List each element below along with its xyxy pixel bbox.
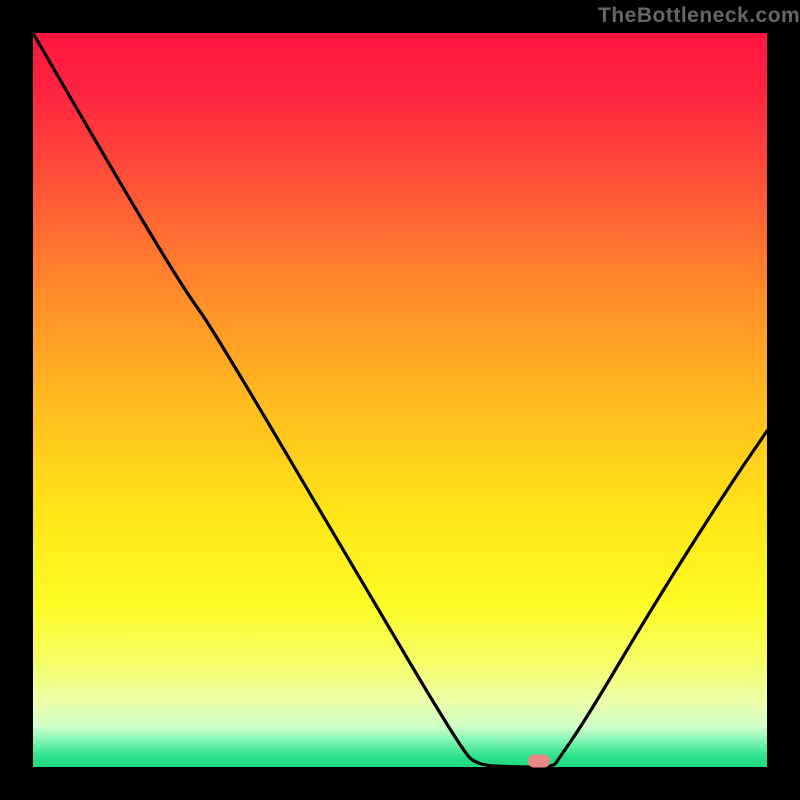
chart-frame: TheBottleneck.com — [0, 0, 800, 800]
chart-svg — [0, 0, 800, 800]
gradient-background — [33, 33, 767, 767]
watermark-text: TheBottleneck.com — [598, 4, 800, 28]
optimum-marker — [528, 755, 550, 768]
